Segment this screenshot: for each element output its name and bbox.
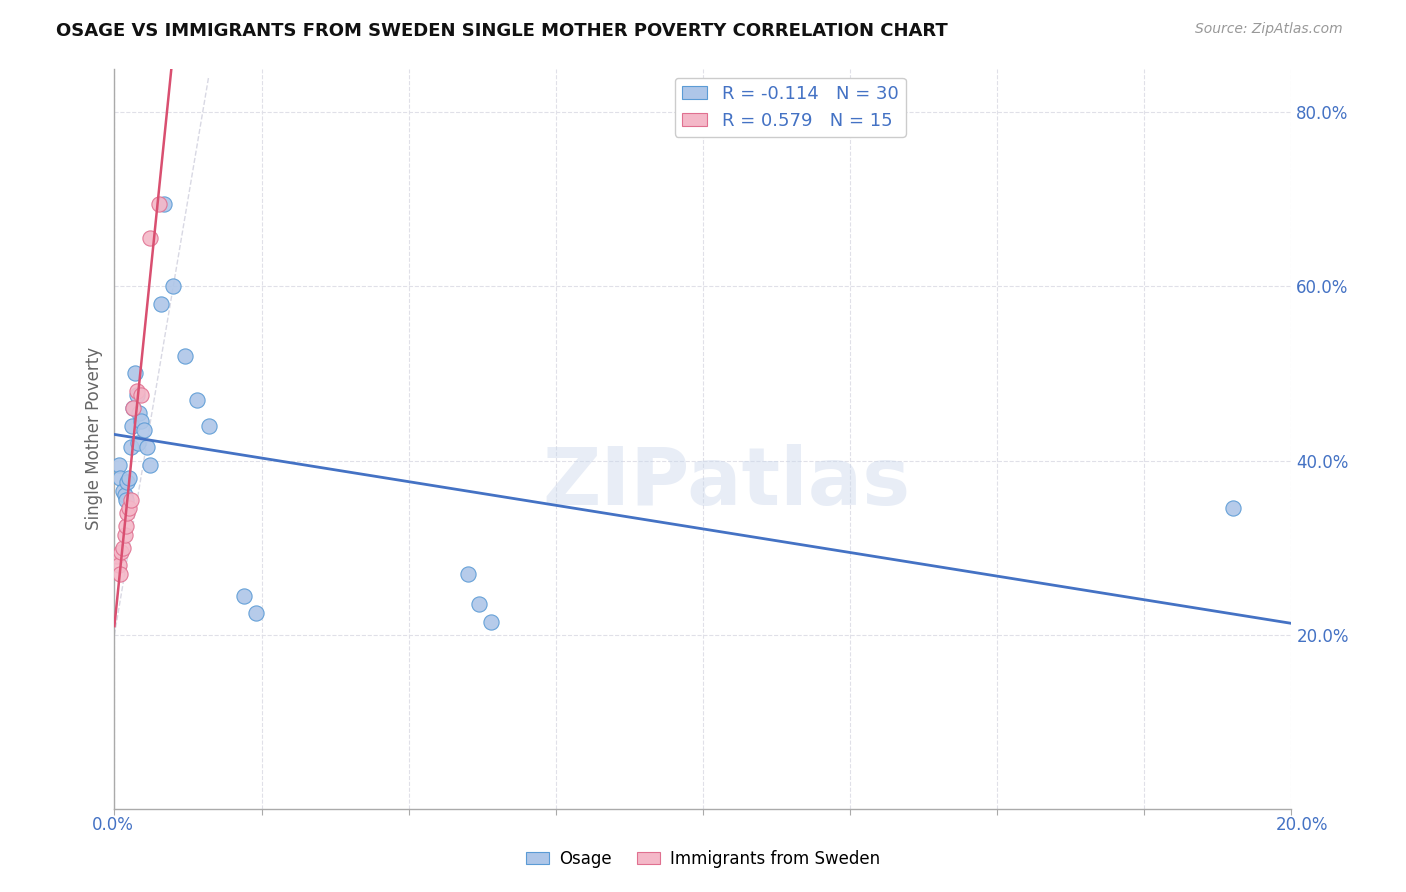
- Point: [245, 606, 267, 620]
- Point: [125, 384, 148, 398]
- Legend: Osage, Immigrants from Sweden: Osage, Immigrants from Sweden: [519, 844, 887, 875]
- Point: [129, 414, 152, 428]
- Point: [115, 492, 138, 507]
- Point: [118, 471, 141, 485]
- Point: [125, 388, 148, 402]
- Point: [117, 506, 139, 520]
- Point: [117, 475, 139, 490]
- Point: [457, 566, 479, 581]
- Point: [174, 349, 197, 363]
- Point: [138, 231, 160, 245]
- Point: [479, 615, 502, 629]
- Point: [1222, 501, 1244, 516]
- Point: [114, 488, 136, 502]
- Point: [162, 279, 184, 293]
- Text: Source: ZipAtlas.com: Source: ZipAtlas.com: [1195, 22, 1343, 37]
- Point: [110, 471, 132, 485]
- Point: [148, 196, 170, 211]
- Point: [150, 297, 173, 311]
- Point: [122, 401, 145, 416]
- Point: [112, 483, 135, 498]
- Y-axis label: Single Mother Poverty: Single Mother Poverty: [86, 347, 103, 531]
- Point: [120, 441, 142, 455]
- Point: [112, 541, 135, 555]
- Point: [197, 418, 219, 433]
- Text: OSAGE VS IMMIGRANTS FROM SWEDEN SINGLE MOTHER POVERTY CORRELATION CHART: OSAGE VS IMMIGRANTS FROM SWEDEN SINGLE M…: [56, 22, 948, 40]
- Point: [232, 589, 254, 603]
- Point: [115, 519, 138, 533]
- Point: [135, 441, 157, 455]
- Point: [120, 492, 142, 507]
- Point: [105, 549, 128, 564]
- Point: [138, 458, 160, 472]
- Point: [153, 196, 176, 211]
- Point: [129, 388, 152, 402]
- Point: [127, 436, 149, 450]
- Point: [108, 558, 131, 572]
- Legend: R = -0.114   N = 30, R = 0.579   N = 15: R = -0.114 N = 30, R = 0.579 N = 15: [675, 78, 905, 137]
- Point: [186, 392, 208, 407]
- Text: 20.0%: 20.0%: [1277, 816, 1329, 834]
- Point: [110, 566, 132, 581]
- Point: [110, 545, 132, 559]
- Text: ZIPatlas: ZIPatlas: [543, 444, 911, 522]
- Point: [128, 406, 150, 420]
- Text: 0.0%: 0.0%: [91, 816, 134, 834]
- Point: [118, 501, 141, 516]
- Point: [468, 597, 491, 611]
- Point: [124, 367, 146, 381]
- Point: [121, 418, 143, 433]
- Point: [132, 423, 155, 437]
- Point: [108, 458, 131, 472]
- Point: [114, 527, 136, 541]
- Point: [122, 401, 145, 416]
